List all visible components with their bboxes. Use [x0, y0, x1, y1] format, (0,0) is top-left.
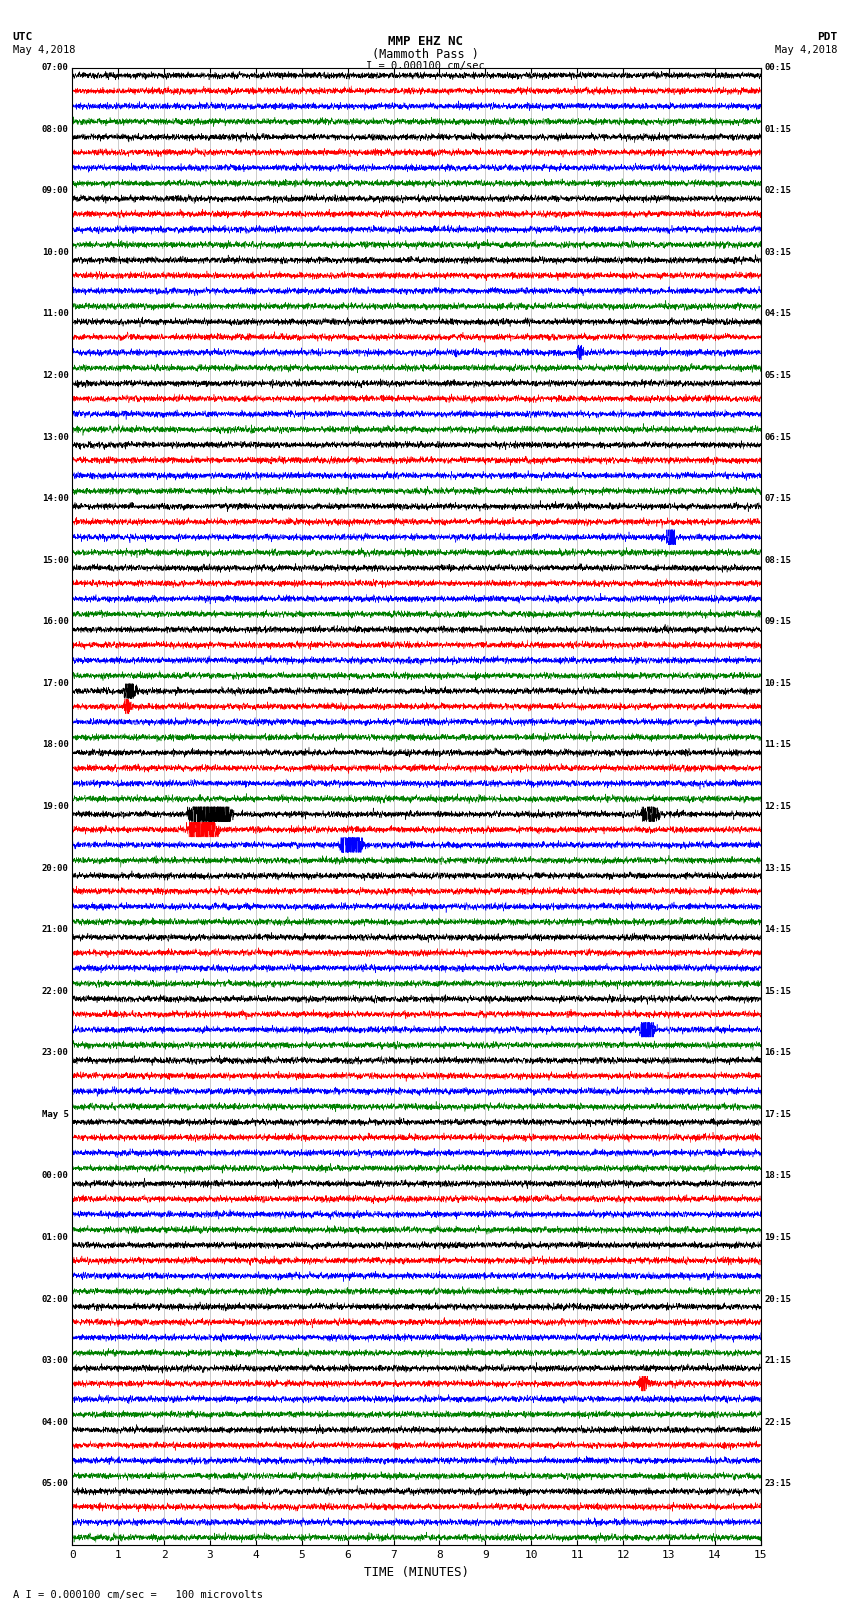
- Text: (Mammoth Pass ): (Mammoth Pass ): [371, 48, 479, 61]
- Text: 09:15: 09:15: [764, 618, 791, 626]
- Text: I = 0.000100 cm/sec: I = 0.000100 cm/sec: [366, 61, 484, 71]
- Text: 11:15: 11:15: [764, 740, 791, 750]
- Text: 16:15: 16:15: [764, 1048, 791, 1057]
- Text: 04:15: 04:15: [764, 310, 791, 318]
- Text: 03:15: 03:15: [764, 248, 791, 256]
- Text: 03:00: 03:00: [42, 1357, 69, 1365]
- Text: May 5: May 5: [42, 1110, 69, 1119]
- Text: A I = 0.000100 cm/sec =   100 microvolts: A I = 0.000100 cm/sec = 100 microvolts: [13, 1590, 263, 1600]
- Text: 21:00: 21:00: [42, 926, 69, 934]
- Text: 02:15: 02:15: [764, 187, 791, 195]
- Text: 22:00: 22:00: [42, 987, 69, 995]
- Text: 05:15: 05:15: [764, 371, 791, 381]
- Text: 19:00: 19:00: [42, 802, 69, 811]
- Text: 15:00: 15:00: [42, 556, 69, 565]
- Text: May 4,2018: May 4,2018: [13, 45, 76, 55]
- Text: 08:00: 08:00: [42, 124, 69, 134]
- Text: UTC: UTC: [13, 32, 33, 42]
- Text: 13:15: 13:15: [764, 863, 791, 873]
- Text: 21:15: 21:15: [764, 1357, 791, 1365]
- Text: 07:15: 07:15: [764, 494, 791, 503]
- Text: 12:00: 12:00: [42, 371, 69, 381]
- Text: 00:00: 00:00: [42, 1171, 69, 1181]
- Text: 01:00: 01:00: [42, 1232, 69, 1242]
- Text: 19:15: 19:15: [764, 1232, 791, 1242]
- Text: 01:15: 01:15: [764, 124, 791, 134]
- Text: 13:00: 13:00: [42, 432, 69, 442]
- Text: 15:15: 15:15: [764, 987, 791, 995]
- Text: 07:00: 07:00: [42, 63, 69, 73]
- Text: 11:00: 11:00: [42, 310, 69, 318]
- Text: 08:15: 08:15: [764, 556, 791, 565]
- Text: MMP EHZ NC: MMP EHZ NC: [388, 35, 462, 48]
- Text: 10:00: 10:00: [42, 248, 69, 256]
- Text: 18:15: 18:15: [764, 1171, 791, 1181]
- Text: 12:15: 12:15: [764, 802, 791, 811]
- Text: 17:00: 17:00: [42, 679, 69, 687]
- Text: May 4,2018: May 4,2018: [774, 45, 837, 55]
- X-axis label: TIME (MINUTES): TIME (MINUTES): [364, 1566, 469, 1579]
- Text: 00:15: 00:15: [764, 63, 791, 73]
- Text: 18:00: 18:00: [42, 740, 69, 750]
- Text: PDT: PDT: [817, 32, 837, 42]
- Text: 14:15: 14:15: [764, 926, 791, 934]
- Text: 22:15: 22:15: [764, 1418, 791, 1426]
- Text: 16:00: 16:00: [42, 618, 69, 626]
- Text: 23:15: 23:15: [764, 1479, 791, 1489]
- Text: 14:00: 14:00: [42, 494, 69, 503]
- Text: 09:00: 09:00: [42, 187, 69, 195]
- Text: 23:00: 23:00: [42, 1048, 69, 1057]
- Text: 20:00: 20:00: [42, 863, 69, 873]
- Text: 04:00: 04:00: [42, 1418, 69, 1426]
- Text: 02:00: 02:00: [42, 1295, 69, 1303]
- Text: 05:00: 05:00: [42, 1479, 69, 1489]
- Text: 10:15: 10:15: [764, 679, 791, 687]
- Text: 06:15: 06:15: [764, 432, 791, 442]
- Text: 20:15: 20:15: [764, 1295, 791, 1303]
- Text: 17:15: 17:15: [764, 1110, 791, 1119]
